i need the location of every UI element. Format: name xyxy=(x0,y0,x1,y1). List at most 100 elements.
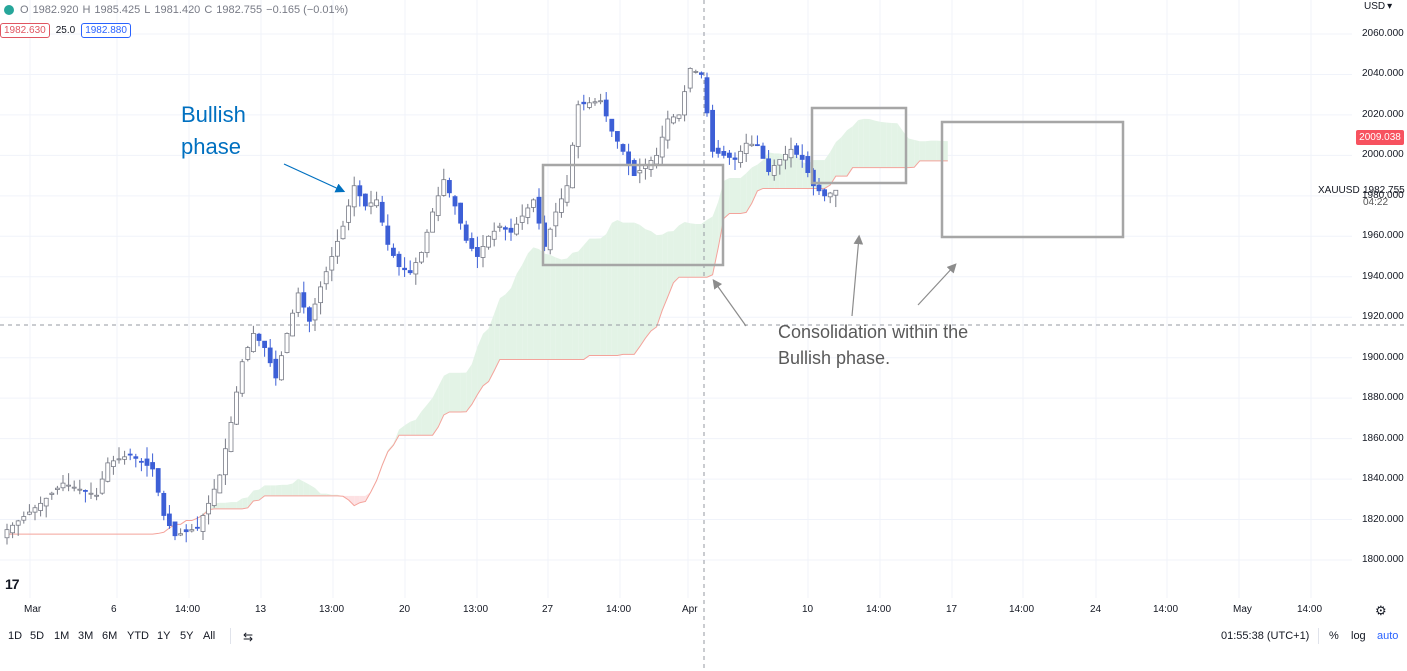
range-5y-button[interactable]: 5Y xyxy=(180,630,194,642)
candle-body xyxy=(418,252,424,263)
currency-select[interactable]: USD ▾ xyxy=(1364,1,1392,12)
candle-body xyxy=(111,460,116,467)
candle-body xyxy=(721,151,727,156)
toolbar-divider xyxy=(230,628,231,644)
candle-body xyxy=(788,148,794,159)
candle-body xyxy=(99,478,105,494)
time-tick-label: 14:00 xyxy=(866,604,892,615)
cloud-segment xyxy=(897,123,903,168)
candle-body xyxy=(502,227,508,230)
cloud-segment xyxy=(723,178,730,219)
range-1y-button[interactable]: 1Y xyxy=(157,630,171,642)
cloud-segment xyxy=(242,497,248,509)
price-tick-label: 2020.000 xyxy=(1362,108,1404,120)
cloud-segment xyxy=(477,333,483,395)
cloud-segment xyxy=(684,222,691,278)
cloud-segment xyxy=(326,493,332,496)
clock-timezone[interactable]: 01:55:38 (UTC+1) xyxy=(1221,630,1310,642)
cloud-segment xyxy=(662,231,668,311)
range-all-button[interactable]: All xyxy=(203,630,216,642)
cloud-segment xyxy=(634,222,640,355)
candle-body xyxy=(323,271,329,285)
candle-body xyxy=(760,145,766,159)
indicator-ask[interactable]: 1982.880 xyxy=(81,23,131,38)
close-label: C xyxy=(204,4,213,16)
cloud-segment xyxy=(219,502,226,509)
candle-body xyxy=(374,199,380,207)
candle-body xyxy=(794,145,799,155)
consolidation-box xyxy=(541,163,725,267)
candle-body xyxy=(161,492,167,516)
cloud-segment xyxy=(606,222,612,356)
toolbar-divider xyxy=(1318,628,1319,644)
tradingview-logo[interactable]: 17 xyxy=(5,576,20,592)
bullish-line-2: phase xyxy=(181,134,241,159)
candle-body xyxy=(312,303,318,321)
candle-body xyxy=(531,199,536,208)
range-ytd-button[interactable]: YTD xyxy=(127,630,149,642)
range-5d-button[interactable]: 5D xyxy=(30,630,45,642)
candle-body xyxy=(166,513,172,527)
time-tick-label: 24 xyxy=(1090,604,1102,615)
candle-body xyxy=(60,482,66,489)
cloud-segment xyxy=(275,484,282,496)
candle-body xyxy=(183,529,189,533)
candle-body xyxy=(755,144,760,147)
cloud-segment xyxy=(931,140,937,161)
settings-gear-icon[interactable]: ⚙ xyxy=(1375,603,1387,618)
candle-body xyxy=(43,497,49,507)
range-3m-button[interactable]: 3M xyxy=(78,630,94,642)
candle-body xyxy=(138,460,144,463)
bar-countdown: 04:22 xyxy=(1363,197,1389,208)
candle-body xyxy=(704,77,710,114)
time-tick-label: 13:00 xyxy=(463,604,489,615)
cloud-segment xyxy=(791,155,797,189)
candle-body xyxy=(278,355,284,381)
low-value: 1981.420 xyxy=(154,4,201,16)
cloud-segment xyxy=(830,142,836,186)
time-tick-label: 10 xyxy=(802,604,814,615)
price-tick-label: 1880.000 xyxy=(1362,392,1404,404)
candle-body xyxy=(346,205,352,223)
cloud-segment xyxy=(583,238,590,360)
percent-scale-toggle[interactable]: % xyxy=(1329,630,1339,642)
candle-body xyxy=(239,361,245,394)
cloud-segment xyxy=(819,160,825,189)
time-tick-label: 27 xyxy=(542,604,554,615)
cloud-segment xyxy=(488,313,495,382)
cloud-segment xyxy=(264,485,271,496)
candle-body xyxy=(783,153,788,161)
cloud-segment xyxy=(785,155,791,189)
cloud-segment xyxy=(270,485,276,496)
price-tick-label: 1900.000 xyxy=(1362,351,1404,363)
indicator-bid[interactable]: 1982.630 xyxy=(0,23,50,38)
cloud-segment xyxy=(858,118,864,168)
candle-body xyxy=(77,488,83,491)
range-6m-button[interactable]: 6M xyxy=(102,630,118,642)
candle-body xyxy=(88,492,94,495)
candle-body xyxy=(799,154,805,160)
date-range-icon[interactable]: ⇆ xyxy=(243,630,254,644)
cloud-segment xyxy=(494,298,500,371)
cloud-segment xyxy=(483,328,489,386)
cloud-segment xyxy=(466,364,472,412)
range-1d-button[interactable]: 1D xyxy=(8,630,23,642)
candle-body xyxy=(446,180,452,194)
candle-body xyxy=(727,152,732,158)
cloud-segment xyxy=(589,238,595,356)
cloud-segment xyxy=(891,122,898,168)
candle-body xyxy=(474,247,480,257)
auto-scale-toggle[interactable]: auto xyxy=(1377,630,1399,642)
range-1m-button[interactable]: 1M xyxy=(54,630,70,642)
candle-body xyxy=(715,147,721,154)
log-scale-toggle[interactable]: log xyxy=(1351,630,1366,642)
cloud-segment xyxy=(880,121,887,168)
candle-body xyxy=(245,347,251,360)
candle-body xyxy=(71,486,77,489)
candle-body xyxy=(250,333,256,353)
price-tick-label: 1920.000 xyxy=(1362,311,1404,323)
cloud-segment xyxy=(348,495,355,506)
cloud-segment xyxy=(281,484,287,496)
candle-body xyxy=(743,142,749,154)
